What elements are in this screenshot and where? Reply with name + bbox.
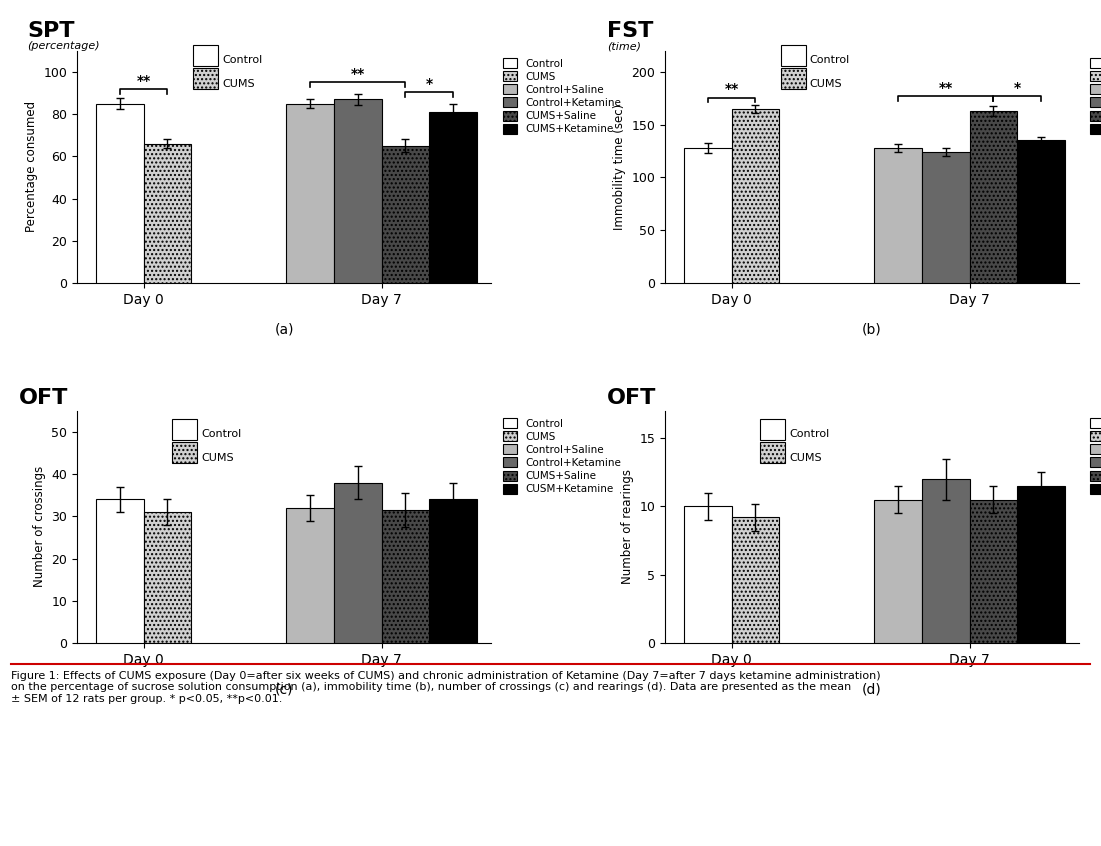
- Text: Figure 1: Effects of CUMS exposure (Day 0=after six weeks of CUMS) and chronic a: Figure 1: Effects of CUMS exposure (Day …: [11, 671, 881, 704]
- Text: Control: Control: [222, 55, 262, 65]
- FancyBboxPatch shape: [172, 442, 197, 463]
- Bar: [731, 517, 780, 643]
- FancyBboxPatch shape: [193, 45, 218, 66]
- Text: *: *: [426, 76, 433, 91]
- Bar: [970, 499, 1017, 643]
- FancyBboxPatch shape: [781, 45, 806, 66]
- Bar: [144, 144, 192, 283]
- Bar: [684, 507, 731, 643]
- Text: CUMS: CUMS: [222, 79, 254, 89]
- Text: OFT: OFT: [19, 387, 68, 408]
- Bar: [731, 109, 780, 283]
- Text: **: **: [724, 82, 739, 96]
- Text: (b): (b): [862, 322, 882, 337]
- Y-axis label: Percentage consumed: Percentage consumed: [25, 102, 37, 233]
- Text: (d): (d): [862, 683, 882, 696]
- Y-axis label: Number of crossings: Number of crossings: [33, 466, 46, 587]
- Text: (a): (a): [274, 322, 294, 337]
- Bar: [1017, 140, 1065, 283]
- Bar: [922, 152, 970, 283]
- Legend: Control, CUMS, Control+Saline, Control+Ketamine, CUMS+Saline, CUMS+Ketamine: Control, CUMS, Control+Saline, Control+K…: [501, 56, 623, 136]
- Text: CUMS: CUMS: [810, 79, 842, 89]
- FancyBboxPatch shape: [172, 419, 197, 440]
- Text: (percentage): (percentage): [28, 41, 100, 52]
- Legend: Control, CUMS, Control+Saline, Control+Ketamine, CUMS+Saline, CUMS+Ketamine: Control, CUMS, Control+Saline, Control+K…: [1088, 56, 1101, 136]
- FancyBboxPatch shape: [193, 69, 218, 89]
- Text: (c): (c): [275, 683, 293, 696]
- Bar: [286, 103, 334, 283]
- Bar: [334, 99, 382, 283]
- Y-axis label: Number of rearings: Number of rearings: [621, 470, 634, 585]
- Text: **: **: [137, 74, 151, 88]
- Text: *: *: [1014, 81, 1021, 95]
- Bar: [382, 510, 429, 643]
- FancyBboxPatch shape: [760, 442, 785, 463]
- Bar: [1017, 486, 1065, 643]
- Text: Control: Control: [789, 429, 829, 439]
- Legend: Control, CUMS, Control+Saline, Control+Ketamine, CUMS+Saline, CUSM+Ketamine: Control, CUMS, Control+Saline, Control+K…: [501, 416, 623, 497]
- Text: OFT: OFT: [607, 387, 656, 408]
- Text: Control: Control: [201, 429, 241, 439]
- FancyBboxPatch shape: [760, 419, 785, 440]
- Text: CUMS: CUMS: [201, 453, 233, 463]
- Bar: [144, 512, 192, 643]
- Text: **: **: [939, 81, 952, 95]
- Bar: [874, 499, 922, 643]
- Text: **: **: [351, 67, 364, 81]
- Text: SPT: SPT: [28, 20, 75, 41]
- Text: FST: FST: [607, 20, 653, 41]
- Text: Control: Control: [810, 55, 850, 65]
- Text: (time): (time): [607, 41, 641, 52]
- FancyBboxPatch shape: [781, 69, 806, 89]
- Bar: [429, 499, 477, 643]
- Legend: Control, CUMS, Control+Saline, Control+Ketamine, CUMS+Saline, CUMS+Ketamine: Control, CUMS, Control+Saline, Control+K…: [1088, 416, 1101, 497]
- Bar: [96, 499, 144, 643]
- Bar: [874, 148, 922, 283]
- Bar: [382, 146, 429, 283]
- Bar: [334, 482, 382, 643]
- Text: CUMS: CUMS: [789, 453, 821, 463]
- Bar: [429, 112, 477, 283]
- Bar: [970, 111, 1017, 283]
- Bar: [684, 148, 731, 283]
- Bar: [922, 479, 970, 643]
- Bar: [96, 103, 144, 283]
- Y-axis label: Immobility time (sec): Immobility time (sec): [613, 104, 625, 230]
- Bar: [286, 508, 334, 643]
